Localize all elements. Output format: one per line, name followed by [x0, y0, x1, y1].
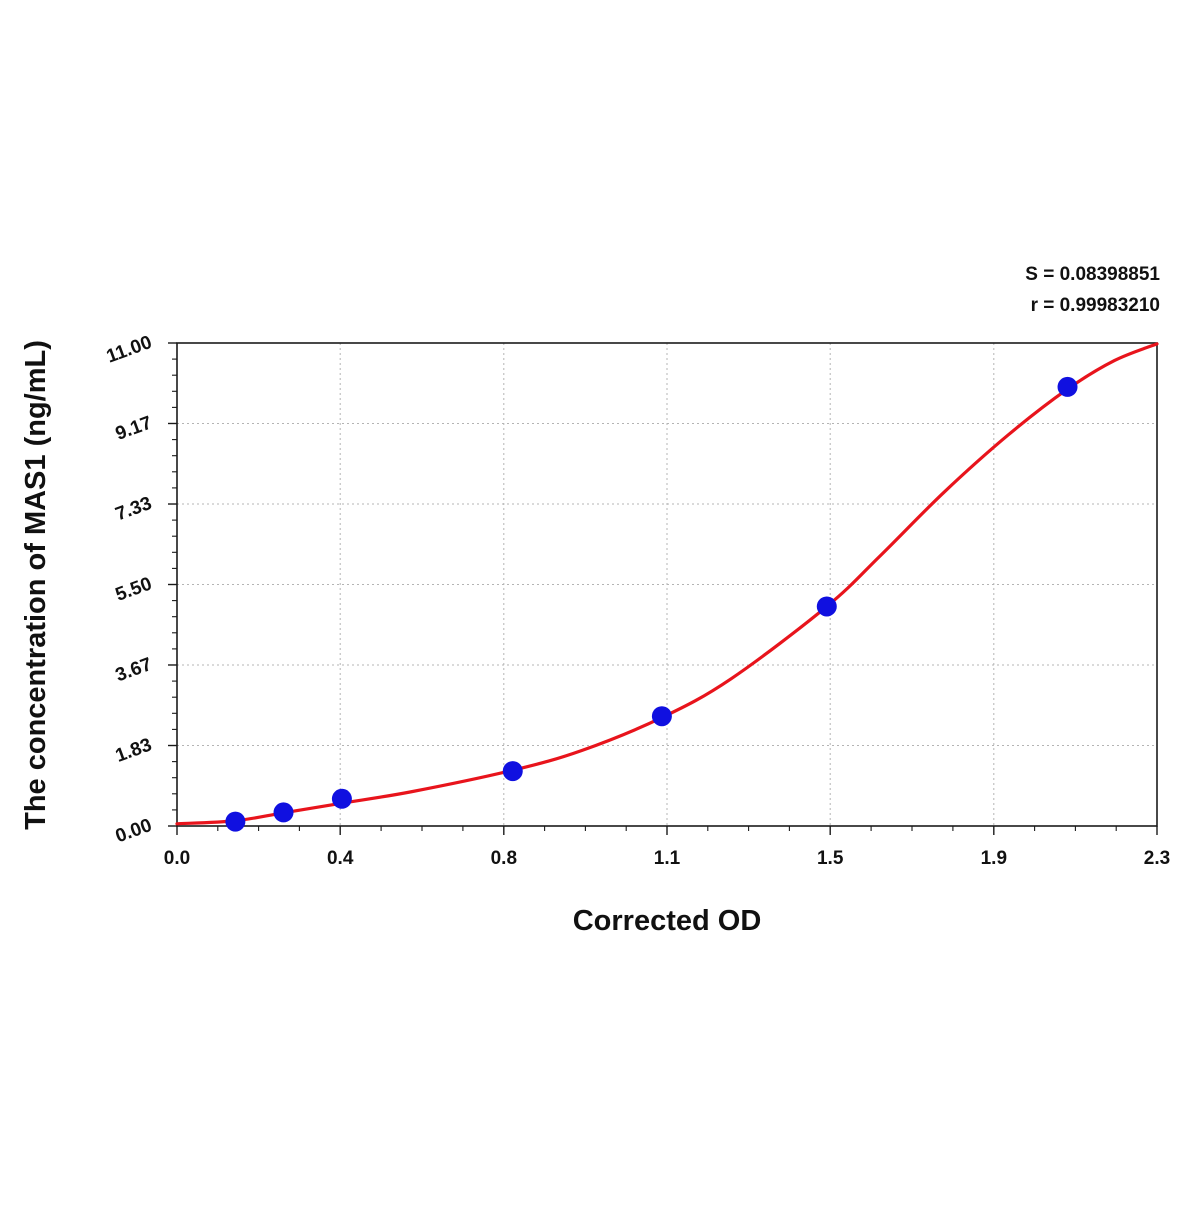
s-statistic-label: S = 0.08398851 [1025, 264, 1160, 285]
x-tick-label: 0.0 [164, 848, 190, 869]
label-layer: 0.0 0.4 0.8 1.1 1.5 1.9 2.3 0.00 1.83 3.67 5.50 7.3… [104, 332, 1170, 869]
fitted-curve-line [175, 342, 1159, 826]
data-point [502, 761, 523, 782]
data-point [331, 788, 352, 809]
y-tick-label: 9.17 [113, 412, 155, 444]
y-tick-label: 1.83 [113, 734, 155, 766]
y-tick-label: 11.00 [104, 332, 155, 368]
x-tick-label: 0.8 [491, 848, 517, 869]
y-tick-label: 3.67 [113, 654, 155, 686]
data-point [273, 802, 294, 823]
x-tick-label: 1.1 [654, 848, 681, 869]
curve-layer [175, 342, 1159, 826]
y-axis-title: The concentration of MAS1 (ng/mL) [20, 340, 52, 830]
x-axis-title: Corrected OD [573, 905, 762, 937]
data-point [651, 706, 672, 727]
grid-layer [177, 343, 1157, 826]
y-tick-label: 0.00 [113, 815, 155, 847]
tick-layer [168, 342, 1158, 835]
x-tick-label: 2.3 [1144, 848, 1170, 869]
r-statistic-label: r = 0.99983210 [1031, 295, 1160, 316]
x-tick-label: 1.9 [981, 848, 1007, 869]
y-tick-label: 5.50 [113, 573, 155, 605]
data-point [225, 811, 246, 832]
point-layer [225, 376, 1078, 832]
data-point [816, 596, 837, 617]
x-tick-label: 0.4 [327, 848, 354, 869]
y-tick-label: 7.33 [113, 493, 155, 525]
x-tick-label: 1.5 [817, 848, 844, 869]
data-point [1057, 376, 1078, 397]
